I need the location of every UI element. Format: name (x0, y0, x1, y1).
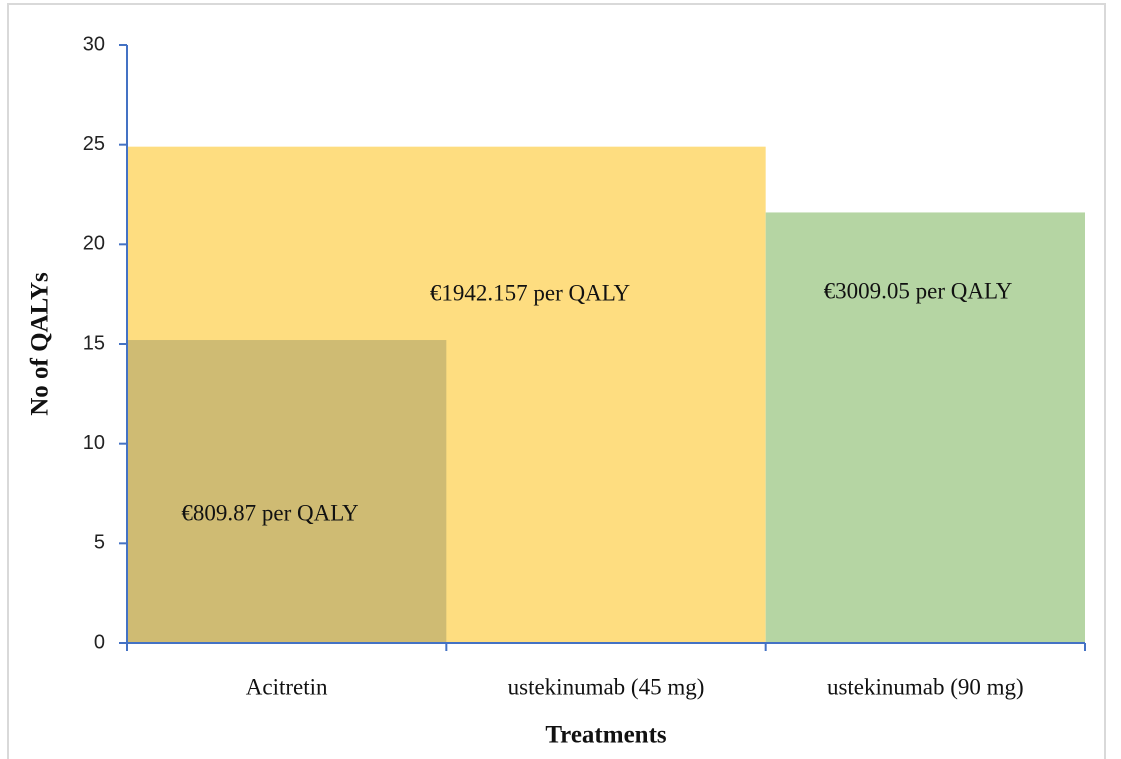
y-tick-label: 10 (83, 432, 105, 454)
bar-label: €3009.05 per QALY (824, 278, 1013, 303)
y-tick-label: 30 (83, 33, 105, 55)
y-tick-label: 5 (94, 532, 105, 554)
y-tick-label: 25 (83, 133, 105, 155)
x-tick-label: ustekinumab (45 mg) (508, 674, 705, 699)
x-tick-label: Acitretin (246, 674, 328, 699)
x-tick-label: ustekinumab (90 mg) (827, 674, 1024, 699)
bar (127, 340, 447, 643)
x-axis-title: Treatments (545, 722, 667, 749)
bar (765, 212, 1085, 643)
frame (7, 3, 1106, 759)
y-tick-label: 20 (83, 233, 105, 255)
bar-label: €1942.157 per QALY (430, 280, 631, 305)
y-tick-label: 0 (94, 631, 105, 653)
y-tick-label: 15 (83, 332, 105, 354)
bar-label: €809.87 per QALY (181, 500, 359, 525)
y-axis-title: No of QALYs (27, 272, 54, 416)
